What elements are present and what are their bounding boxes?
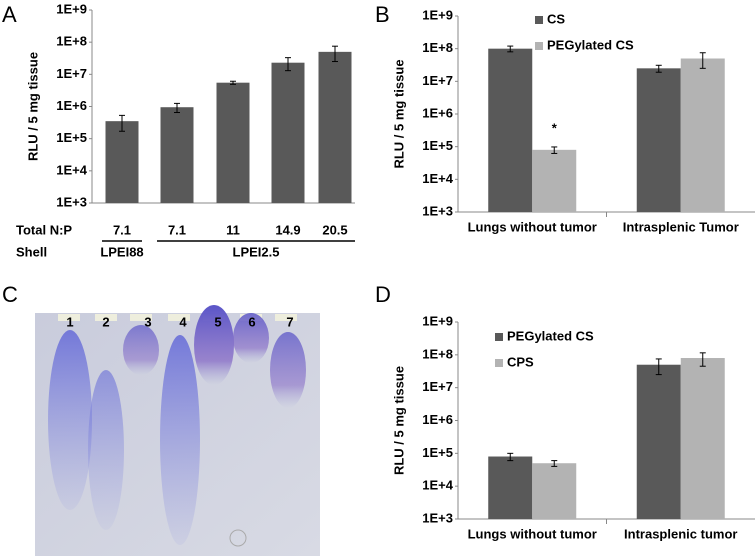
lane-label: 4 xyxy=(179,314,187,329)
error-bar xyxy=(551,146,558,154)
y-tick-label: 1E+6 xyxy=(422,412,453,427)
bar xyxy=(636,68,681,213)
y-axis-label: RLU / 5 mg tissue xyxy=(391,366,406,475)
y-axis-label: RLU / 5 mg tissue xyxy=(25,52,40,161)
y-tick-label: 1E+8 xyxy=(422,346,453,361)
y-tick-label: 1E+3 xyxy=(56,194,87,209)
error-bar xyxy=(332,45,338,63)
lane-label: 1 xyxy=(66,314,73,329)
bar xyxy=(160,107,194,203)
x-tick-label: Intrasplenic tumor xyxy=(624,526,737,541)
bar xyxy=(318,51,352,204)
bar xyxy=(680,58,725,213)
y-tick-label: 1E+9 xyxy=(422,7,453,22)
x-row-label: Total N:P xyxy=(16,222,72,237)
x-tick-label: 7.1 xyxy=(168,222,186,237)
lane-label: 6 xyxy=(248,314,255,329)
error-bar xyxy=(699,352,706,367)
gel-band xyxy=(233,313,269,363)
y-tick-label: 1E+5 xyxy=(422,138,453,153)
panel-label: B xyxy=(375,2,390,27)
gel-well xyxy=(130,314,152,321)
panel-label: A xyxy=(2,2,17,27)
legend-swatch xyxy=(535,16,543,24)
bar xyxy=(271,62,305,203)
gel-band xyxy=(160,335,200,545)
gel-well xyxy=(58,314,80,321)
bar xyxy=(532,463,577,519)
gel-well xyxy=(95,314,117,321)
bar xyxy=(488,456,533,519)
annotation: * xyxy=(552,120,558,135)
gel-mark xyxy=(229,529,247,547)
x-tick-label: 14.9 xyxy=(275,222,300,237)
legend-swatch xyxy=(495,333,503,341)
y-tick-label: 1E+3 xyxy=(422,510,453,525)
gel-well xyxy=(275,314,297,321)
y-tick-label: 1E+4 xyxy=(56,162,87,177)
y-tick-label: 1E+4 xyxy=(422,171,453,186)
x-tick-label: Lungs without tumor xyxy=(468,526,597,541)
shell-label: LPEI2.5 xyxy=(233,244,280,259)
gel-band xyxy=(194,305,234,385)
legend-swatch xyxy=(495,359,503,367)
y-tick-label: 1E+9 xyxy=(422,313,453,328)
shell-row-label: Shell xyxy=(16,244,47,259)
legend-swatch xyxy=(535,42,543,50)
shell-label: LPEI88 xyxy=(100,244,143,259)
y-tick-label: 1E+9 xyxy=(56,1,87,16)
x-tick-label: 20.5 xyxy=(322,222,347,237)
x-tick-label: Intrasplenic Tumor xyxy=(623,219,739,234)
y-tick-label: 1E+8 xyxy=(56,34,87,49)
error-bar xyxy=(655,64,662,73)
lane-label: 5 xyxy=(214,314,221,329)
error-bar xyxy=(119,114,125,132)
y-tick-label: 1E+5 xyxy=(56,130,87,145)
error-bar xyxy=(507,45,514,53)
error-bar xyxy=(699,52,706,69)
y-tick-label: 1E+7 xyxy=(422,379,453,394)
x-tick-label: Lungs without tumor xyxy=(468,219,597,234)
error-bar xyxy=(285,57,291,72)
bar xyxy=(105,121,139,203)
y-tick-label: 1E+3 xyxy=(422,203,453,218)
panel-label: D xyxy=(375,282,391,307)
error-bar xyxy=(230,80,236,85)
legend-label: PEGylated CS xyxy=(547,37,634,52)
gel-band xyxy=(123,325,159,375)
y-axis-label: RLU / 5 mg tissue xyxy=(391,59,406,168)
bar xyxy=(636,364,681,519)
y-tick-label: 1E+5 xyxy=(422,445,453,460)
legend-label: CPS xyxy=(507,354,534,369)
x-tick-label: 7.1 xyxy=(113,222,131,237)
panel-label: C xyxy=(2,282,18,307)
lane-label: 3 xyxy=(144,314,151,329)
error-bar xyxy=(551,460,558,467)
legend-label: CS xyxy=(547,11,565,26)
y-tick-label: 1E+7 xyxy=(56,66,87,81)
y-tick-label: 1E+8 xyxy=(422,40,453,55)
y-tick-label: 1E+7 xyxy=(422,73,453,88)
y-tick-label: 1E+6 xyxy=(56,98,87,113)
lane-label: 7 xyxy=(286,314,293,329)
error-bar xyxy=(507,452,514,462)
y-tick-label: 1E+4 xyxy=(422,478,453,493)
gel-band xyxy=(270,332,306,408)
gel-band xyxy=(88,370,124,530)
gel-band xyxy=(48,330,92,510)
gel-well xyxy=(168,314,190,321)
error-bar xyxy=(174,102,180,114)
error-bar xyxy=(655,358,662,376)
y-tick-label: 1E+6 xyxy=(422,105,453,120)
lane-label: 2 xyxy=(102,314,109,329)
bar xyxy=(680,358,725,519)
legend-label: PEGylated CS xyxy=(507,328,594,343)
bar xyxy=(488,48,533,212)
x-tick-label: 11 xyxy=(226,222,240,237)
bar xyxy=(532,149,577,212)
gel-image xyxy=(35,305,320,556)
bar xyxy=(216,82,250,203)
